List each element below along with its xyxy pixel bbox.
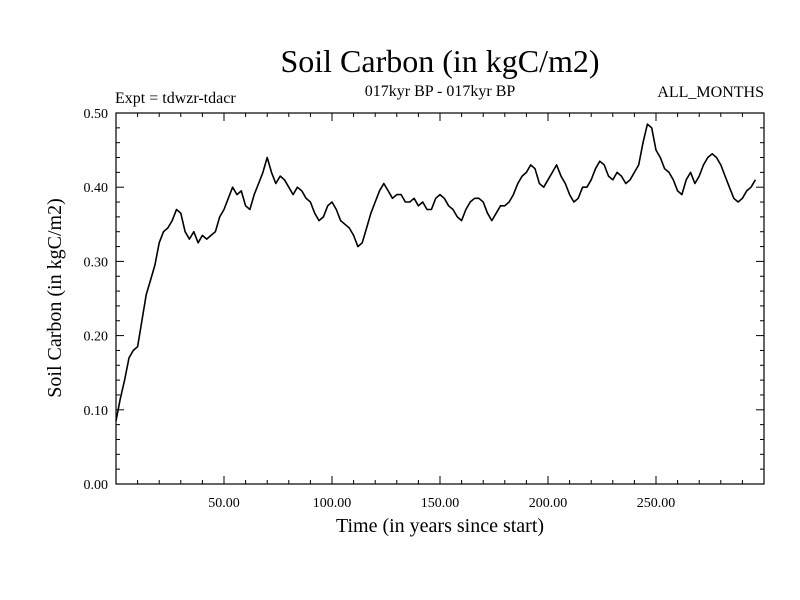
chart-subtitle: 017kyr BP - 017kyr BP [365,83,516,100]
tick-labels: 50.00 100.00 150.00 200.00 250.00 0.00 0.10 0.2… [84,107,676,511]
y-tick-label: 0.30 [84,255,109,270]
x-tick-label: 100.00 [313,496,352,511]
axis-ticks [116,113,764,484]
y-axis-label: Soil Carbon (in kgC/m2) [44,198,66,397]
plot-frame [115,112,765,485]
experiment-label: Expt = tdwzr-tdacr [115,90,236,107]
months-label: ALL_MONTHS [657,84,764,101]
chart-title: Soil Carbon (in kgC/m2) [280,43,599,79]
y-tick-label: 0.10 [84,404,109,419]
y-tick-label: 0.50 [84,107,109,122]
x-tick-label: 250.00 [637,496,676,511]
soil-carbon-series-line [115,123,757,422]
x-axis-label: Time (in years since start) [336,515,544,537]
x-tick-label: 150.00 [421,496,460,511]
y-tick-label: 0.40 [84,181,109,196]
y-tick-label: 0.00 [84,478,109,493]
x-tick-label: 200.00 [529,496,568,511]
x-tick-label: 50.00 [208,496,240,511]
y-tick-label: 0.20 [84,330,109,345]
